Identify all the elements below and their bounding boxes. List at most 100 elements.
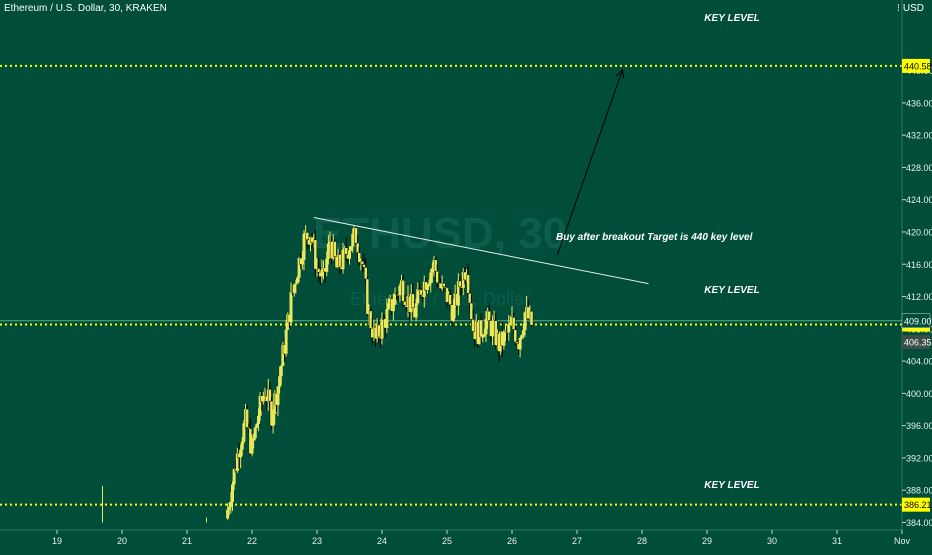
target-arrow-head <box>615 68 625 79</box>
candle-body <box>292 284 296 293</box>
candle-body <box>481 336 485 338</box>
watermark-name: Ethereum / U.S. Dollar <box>350 289 530 309</box>
price-tick-label: 404.00 <box>906 357 932 367</box>
time-axis[interactable]: 1819202122232425262728293031Nov <box>0 529 932 550</box>
key-level-price-tag <box>902 497 930 512</box>
current-price-text: 406.35 <box>904 338 932 348</box>
candle-body <box>435 271 439 283</box>
candle-body <box>426 285 429 290</box>
candle-body <box>433 259 438 272</box>
candle-body <box>325 258 329 272</box>
candle-body <box>511 317 516 330</box>
time-tick-label: 19 <box>52 536 62 546</box>
candle-body <box>452 307 455 322</box>
time-tick-label: 21 <box>182 536 192 546</box>
price-tick-label: 420.00 <box>906 227 932 237</box>
time-tick-label: 26 <box>507 536 517 546</box>
candle-body <box>289 292 293 323</box>
time-tick-label: 25 <box>442 536 452 546</box>
price-axis[interactable]: 384.00388.00392.00396.00400.00404.00408.… <box>901 0 932 550</box>
candle-body <box>316 268 321 273</box>
time-tick-label: 24 <box>377 536 387 546</box>
candle-body <box>320 269 324 277</box>
candle-body <box>253 427 257 439</box>
candle-body <box>341 249 345 270</box>
candle-body <box>297 258 301 278</box>
candle-body <box>520 335 524 338</box>
key-levels-layer: KEY LEVEL KEY LEVEL KEY LEVEL <box>0 13 902 506</box>
candle-body <box>235 453 239 471</box>
price-tick-label: 432.00 <box>906 131 932 141</box>
candle-body <box>521 330 525 336</box>
candle-body <box>257 415 260 424</box>
price-axis-background <box>902 0 932 550</box>
price-tick-label: 428.00 <box>906 163 932 173</box>
candle-body <box>240 441 244 450</box>
candle-body <box>466 274 470 294</box>
candle-body <box>333 241 337 257</box>
currency-selector[interactable]: ⁝ USD <box>897 3 924 14</box>
candle-body <box>507 324 511 333</box>
candle-body <box>258 395 262 416</box>
candle-body <box>414 303 418 318</box>
candle-body <box>284 329 288 354</box>
time-tick-label: 30 <box>767 536 777 546</box>
candle-body <box>487 310 491 321</box>
price-tick-label: 412.00 <box>906 292 932 302</box>
candle-body <box>268 389 272 402</box>
candle-body <box>279 365 283 377</box>
candle-body <box>377 324 381 338</box>
candle-body <box>227 506 231 510</box>
target-arrow-shaft <box>557 69 623 255</box>
candle-body <box>401 280 405 302</box>
candle-body <box>468 293 472 304</box>
candle-body <box>403 301 407 306</box>
candle-body <box>430 268 434 273</box>
candle-body <box>302 233 306 260</box>
candle-body <box>419 289 423 296</box>
price-tick-label: 424.00 <box>906 195 932 205</box>
candle-body <box>232 469 236 485</box>
candle-body <box>491 322 494 337</box>
candle-body <box>294 283 298 285</box>
candle-body <box>482 334 486 337</box>
candle-body <box>250 439 254 454</box>
price-tick-label: 436.00 <box>906 98 932 108</box>
currency-label: USD <box>902 3 924 14</box>
price-tick-label: 416.00 <box>906 260 932 270</box>
candle-body <box>515 341 519 344</box>
candle-body <box>313 239 318 270</box>
candle-body <box>364 267 368 280</box>
candle-body <box>338 254 342 268</box>
price-tick-label: 384.00 <box>906 518 932 528</box>
candle-body <box>271 413 275 426</box>
time-tick-label: 31 <box>832 536 842 546</box>
candle-body <box>354 227 358 244</box>
price-tick-label: 388.00 <box>906 486 932 496</box>
candle-body <box>276 386 280 406</box>
current-price-tag <box>902 335 930 350</box>
candle-body <box>255 423 259 428</box>
key-level-price-text: 440.58 <box>904 61 932 71</box>
candle-body <box>326 243 330 259</box>
candle-body <box>380 318 384 339</box>
candle-body <box>427 283 431 286</box>
candle-body <box>360 261 365 265</box>
time-tick-label: 20 <box>117 536 127 546</box>
key-level-label: KEY LEVEL <box>704 13 759 24</box>
candle-body <box>429 272 433 284</box>
candle-body <box>261 396 265 402</box>
candle-body <box>458 280 462 287</box>
candle-body <box>357 252 361 263</box>
candle-body <box>484 319 488 335</box>
time-tick-label: 27 <box>572 536 582 546</box>
candle-body <box>365 278 370 315</box>
time-tick-label: 23 <box>312 536 322 546</box>
candle-body <box>242 423 246 442</box>
key-level-price-tag <box>902 58 930 73</box>
reference-price-tag <box>901 313 931 328</box>
candle-body <box>411 293 415 309</box>
watermark-layer: ETHUSD, 30 Ethereum / U.S. Dollar <box>313 209 567 309</box>
